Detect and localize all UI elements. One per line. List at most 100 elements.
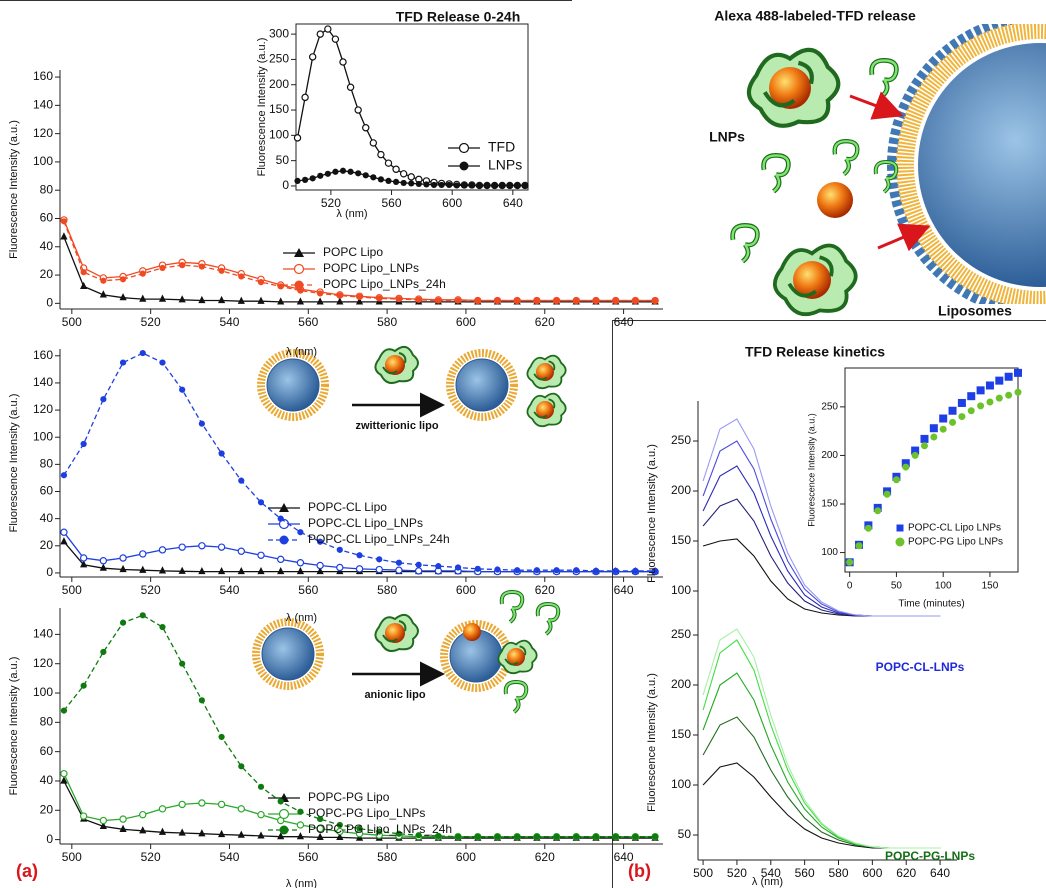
marker — [317, 297, 324, 304]
marker — [257, 567, 264, 574]
marker — [435, 563, 441, 569]
marker — [120, 816, 126, 822]
y-tick-label: 100 — [33, 429, 53, 443]
marker — [317, 31, 323, 37]
x-tick-label: 600 — [862, 866, 882, 880]
marker — [593, 568, 599, 574]
marker — [100, 558, 106, 564]
marker — [356, 552, 362, 558]
marker — [856, 542, 863, 549]
x-tick-label: 600 — [442, 196, 462, 210]
marker — [455, 297, 461, 303]
legend-marker — [897, 525, 904, 532]
chart: 100150200250050100150Time (minutes)Fluor… — [806, 368, 1022, 610]
marker — [139, 826, 146, 833]
x-tick-label: 540 — [219, 850, 239, 864]
marker — [297, 822, 303, 828]
marker — [930, 433, 937, 440]
marker — [376, 556, 382, 562]
marker — [370, 140, 376, 146]
marker — [61, 771, 67, 777]
series-line — [703, 763, 940, 848]
marker — [139, 295, 146, 302]
y-tick-label: 250 — [671, 433, 691, 447]
liposome-diagram — [733, 17, 1046, 314]
marker — [355, 107, 361, 113]
chart: 0204060801001201401605005205405605806006… — [8, 348, 663, 624]
x-axis-label: Time (minutes) — [898, 599, 964, 610]
marker — [355, 170, 361, 176]
marker — [179, 801, 185, 807]
marker — [218, 567, 225, 574]
marker — [553, 834, 559, 840]
marker — [534, 567, 540, 573]
x-tick-label: 0 — [847, 581, 853, 592]
y-axis-label: Fluorescence Intensity (a.u.) — [8, 394, 20, 533]
marker — [159, 806, 165, 812]
marker — [297, 297, 304, 304]
marker — [476, 182, 482, 188]
y-tick-label: 50 — [678, 827, 692, 841]
y-axis-label: Fluorescence Intensity (a.u.) — [646, 673, 658, 812]
marker — [613, 568, 619, 574]
y-tick-label: 40 — [40, 511, 54, 525]
legend-marker — [280, 810, 289, 819]
x-tick-label: 580 — [377, 850, 397, 864]
y-tick-label: 200 — [671, 483, 691, 497]
y-tick-label: 200 — [671, 677, 691, 691]
marker — [198, 296, 205, 303]
legend-marker — [460, 144, 469, 153]
y-tick-label: 0 — [46, 832, 53, 846]
marker — [294, 135, 300, 141]
marker — [356, 566, 362, 572]
marker — [921, 442, 928, 449]
x-axis-label: λ (nm) — [286, 612, 317, 624]
marker — [949, 419, 956, 426]
marker — [159, 359, 165, 365]
marker — [218, 734, 224, 740]
marker — [340, 59, 346, 65]
marker — [893, 476, 900, 483]
marker — [179, 661, 185, 667]
marker — [198, 829, 205, 836]
y-tick-label: 200 — [269, 77, 289, 91]
marker — [61, 218, 67, 224]
marker — [258, 784, 264, 790]
x-tick-label: 520 — [141, 850, 161, 864]
x-tick-label: 640 — [930, 866, 950, 880]
marker — [902, 464, 909, 471]
marker — [884, 491, 891, 498]
marker — [199, 697, 205, 703]
x-tick-label: 520 — [727, 866, 747, 880]
marker — [81, 813, 87, 819]
marker — [310, 175, 316, 181]
marker — [499, 182, 505, 188]
marker — [179, 295, 186, 302]
marker — [337, 292, 343, 298]
marker — [238, 297, 245, 304]
x-tick-label: 540 — [219, 583, 239, 597]
marker — [534, 834, 540, 840]
marker — [1014, 369, 1022, 377]
marker — [865, 525, 872, 532]
x-tick-label: 580 — [377, 583, 397, 597]
marker — [337, 564, 343, 570]
series-line — [703, 673, 940, 848]
marker — [238, 831, 245, 838]
marker — [363, 172, 369, 178]
marker — [593, 297, 599, 303]
marker — [302, 94, 308, 100]
x-tick-label: 50 — [891, 581, 903, 592]
y-tick-label: 80 — [40, 182, 54, 196]
marker — [80, 282, 87, 289]
marker — [385, 178, 391, 184]
marker — [238, 548, 244, 554]
y-tick-label: 20 — [40, 267, 54, 281]
y-tick-label: 250 — [821, 401, 838, 412]
marker — [310, 54, 316, 60]
y-axis-label: Fluorescence Intensity (a.u.) — [256, 38, 268, 177]
marker — [423, 181, 429, 187]
y-tick-label: 60 — [40, 484, 54, 498]
marker — [401, 171, 407, 177]
marker — [986, 381, 994, 389]
